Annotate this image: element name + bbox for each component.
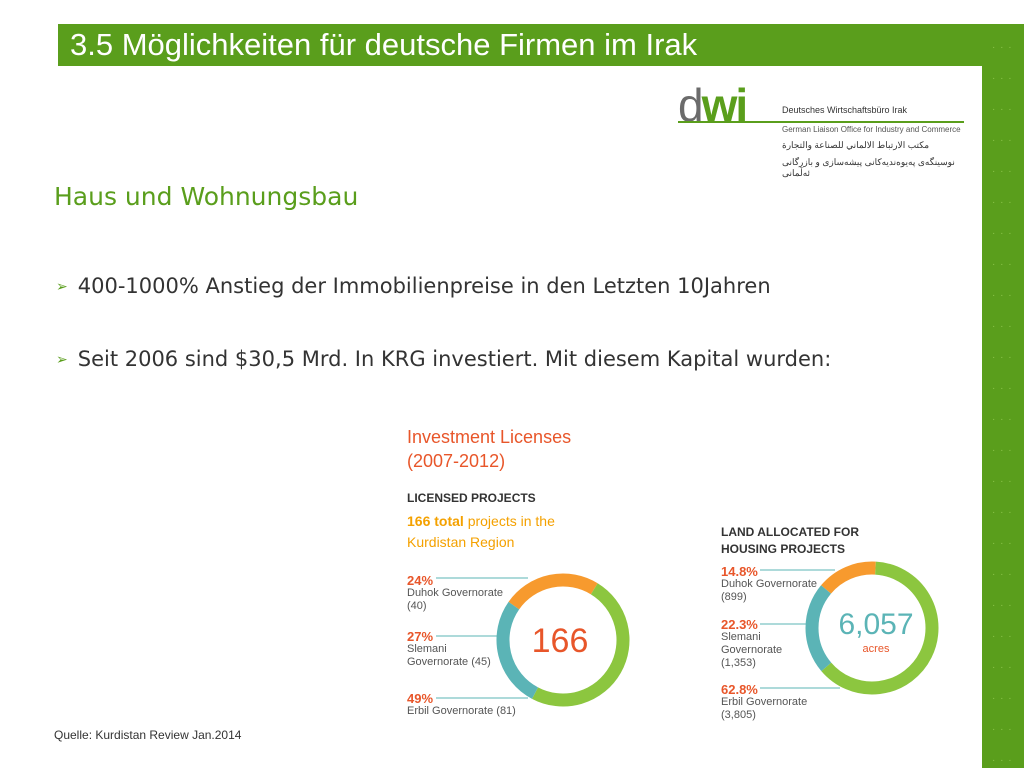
label-count: (3,805) [721,709,756,721]
logo-line-en: German Liaison Office for Industry and C… [782,125,961,134]
licensed-center-value: 166 [532,622,589,660]
label-pct: 62.8% [721,682,758,697]
section-subtitle: Haus und Wohnungsbau [54,182,359,211]
label-count: (899) [721,591,747,603]
licensed-label-erbil: 49% Erbil Governorate (81) [407,692,516,718]
strip-dots: · · · [992,228,1013,239]
licensed-total-bold: 166 total [407,513,464,529]
strip-dots: · · · [992,321,1013,332]
label-pct: 24% [407,573,434,588]
strip-dots: · · · [992,693,1013,704]
infographic-title-line1: Investment Licenses [407,427,572,447]
label-name: Duhok Governorate [721,578,817,590]
strip-dots: · · · [992,445,1013,456]
donut-segment-duhok-governorate [821,561,876,594]
label-count: (81) [496,705,516,717]
strip-dots: · · · [992,569,1013,580]
bullet-2: ➢ Seit 2006 sind $30,5 Mrd. In KRG invest… [56,342,836,379]
label-pct: 27% [407,629,434,644]
land-center-unit: acres [863,643,890,655]
strip-dots: · · · [992,383,1013,394]
donut-segment-erbil-governorate [821,561,939,695]
label-name: Slemani Governorate [407,643,469,668]
strip-dots: · · · [992,290,1013,301]
leader-lines [436,569,840,699]
strip-dots: · · · [992,104,1013,115]
label-pct: 22.3% [721,617,758,632]
strip-dots: · · · [992,507,1013,518]
strip-dots: · · · [992,166,1013,177]
strip-dots: · · · [992,259,1013,270]
label-count: (45) [471,656,491,668]
strip-dots: · · · [992,662,1013,673]
logo-line-ku: نوسینگەی پەیوەندیەکانی پیشەسازی و بازرگا… [782,157,955,178]
licensed-projects-donut [496,573,630,707]
licensed-projects-total: 166 total projects in the Kurdistan Regi… [407,511,607,553]
licensed-projects-heading: LICENSED PROJECTS [407,491,536,505]
label-name: Slemani Governorate [721,631,783,656]
side-decoration-strip: · · · · · · · · · · · · · · · · · · · · · · · ·… [982,24,1024,768]
title-accent [52,24,58,66]
donut-segment-slemani-governorate [496,601,539,699]
licensed-label-duhok: 24% Duhok Governorate (40) [407,574,503,613]
donut-segment-duhok-governorate [508,573,598,610]
source-note: Quelle: Kurdistan Review Jan.2014 [54,728,242,742]
bullet-2-text: Seit 2006 sind $30,5 Mrd. In KRG investi… [77,347,832,371]
strip-dots: · · · [992,631,1013,642]
infographic-title: Investment Licenses (2007-2012) [407,425,571,473]
label-count: (1,353) [721,657,756,669]
strip-dots: · · · [992,73,1013,84]
land-label-duhok: 14.8% Duhok Governorate (899) [721,565,817,604]
strip-dots: · · · [992,414,1013,425]
strip-dots: · · · [992,135,1013,146]
licensed-label-slemani: 27% Slemani Governorate (45) [407,630,497,669]
bullet-1: ➢ 400-1000% Anstieg der Immobilienpreise … [56,274,771,298]
label-name: Erbil Governorate [721,696,808,708]
strip-dots: · · · [992,352,1013,363]
strip-dots: · · · [992,724,1013,735]
bullet-arrow-icon: ➢ [56,279,68,295]
strip-dots: · · · [992,197,1013,208]
strip-dots: · · · [992,600,1013,611]
logo-line-de: Deutsches Wirtschaftsbüro Irak [782,105,908,115]
donut-segment-slemani-governorate [805,585,832,672]
strip-dots: · · · [992,755,1013,766]
infographic-title-line2: (2007-2012) [407,451,506,471]
logo-line-ar: مكتب الارتباط الالماني للصناعة والتجارة [782,140,930,150]
strip-dots: · · · [992,476,1013,487]
land-label-slemani: 22.3% Slemani Governorate (1,353) [721,618,791,670]
label-pct: 14.8% [721,564,758,579]
bullet-arrow-icon: ➢ [56,352,68,368]
label-name: Duhok Governorate [407,587,503,599]
label-name: Erbil Governorate [407,705,494,717]
land-center-value: 6,057 [838,608,913,641]
strip-dots: · · · [992,538,1013,549]
label-count: (40) [407,600,427,612]
slide-title: 3.5 Möglichkeiten für deutsche Firmen im… [70,27,698,62]
land-allocated-donut [805,561,939,695]
title-bar [52,24,982,66]
logo-rule [678,121,964,123]
licensed-total-rest: projects in the Kurdistan Region [407,513,555,550]
strip-dots: · · · [992,42,1013,53]
label-pct: 49% [407,691,434,706]
bullet-1-text: 400-1000% Anstieg der Immobilienpreise i… [77,274,771,298]
dwi-logo: dwi Deutsches Wirtschaftsbüro Irak Germa… [678,78,968,178]
land-allocated-heading: LAND ALLOCATED FOR HOUSING PROJECTS [721,525,859,556]
land-label-erbil: 62.8% Erbil Governorate (3,805) [721,683,807,722]
donut-segment-erbil-governorate [531,583,630,707]
